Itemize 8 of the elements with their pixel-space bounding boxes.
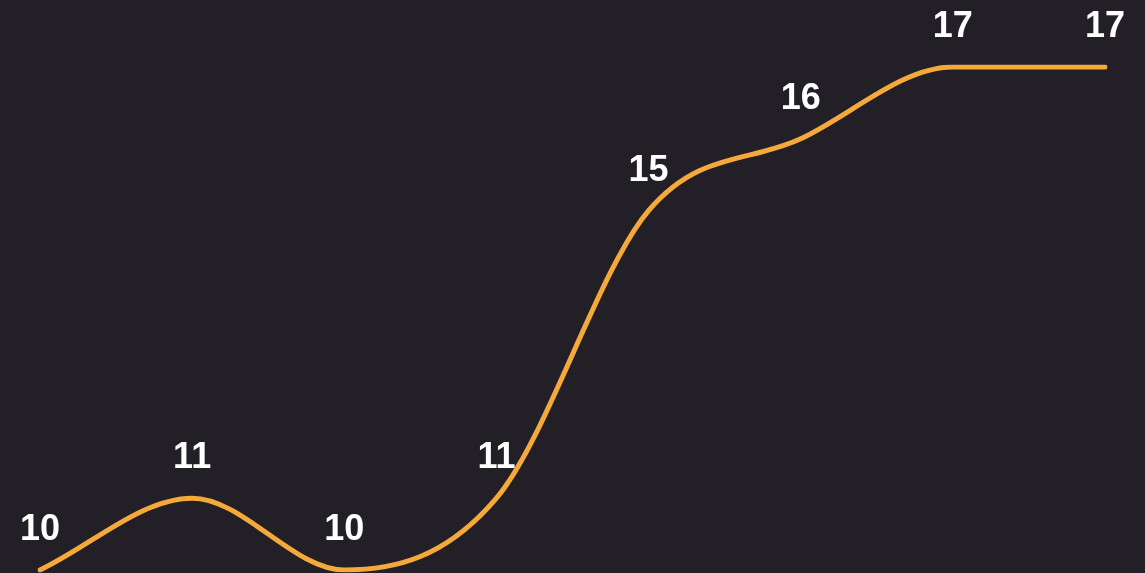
- data-label: 11: [173, 435, 212, 477]
- data-label: 10: [324, 506, 365, 548]
- data-label: 10: [19, 506, 61, 548]
- data-label: 17: [1084, 3, 1126, 45]
- data-label: 16: [780, 75, 821, 117]
- data-label: 17: [932, 3, 973, 45]
- data-label: 11: [477, 435, 516, 477]
- data-label: 15: [628, 147, 669, 189]
